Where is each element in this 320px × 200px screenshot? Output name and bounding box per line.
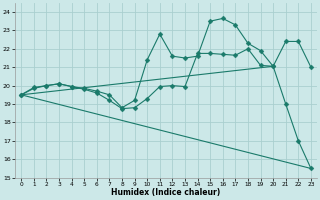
X-axis label: Humidex (Indice chaleur): Humidex (Indice chaleur) bbox=[111, 188, 221, 197]
